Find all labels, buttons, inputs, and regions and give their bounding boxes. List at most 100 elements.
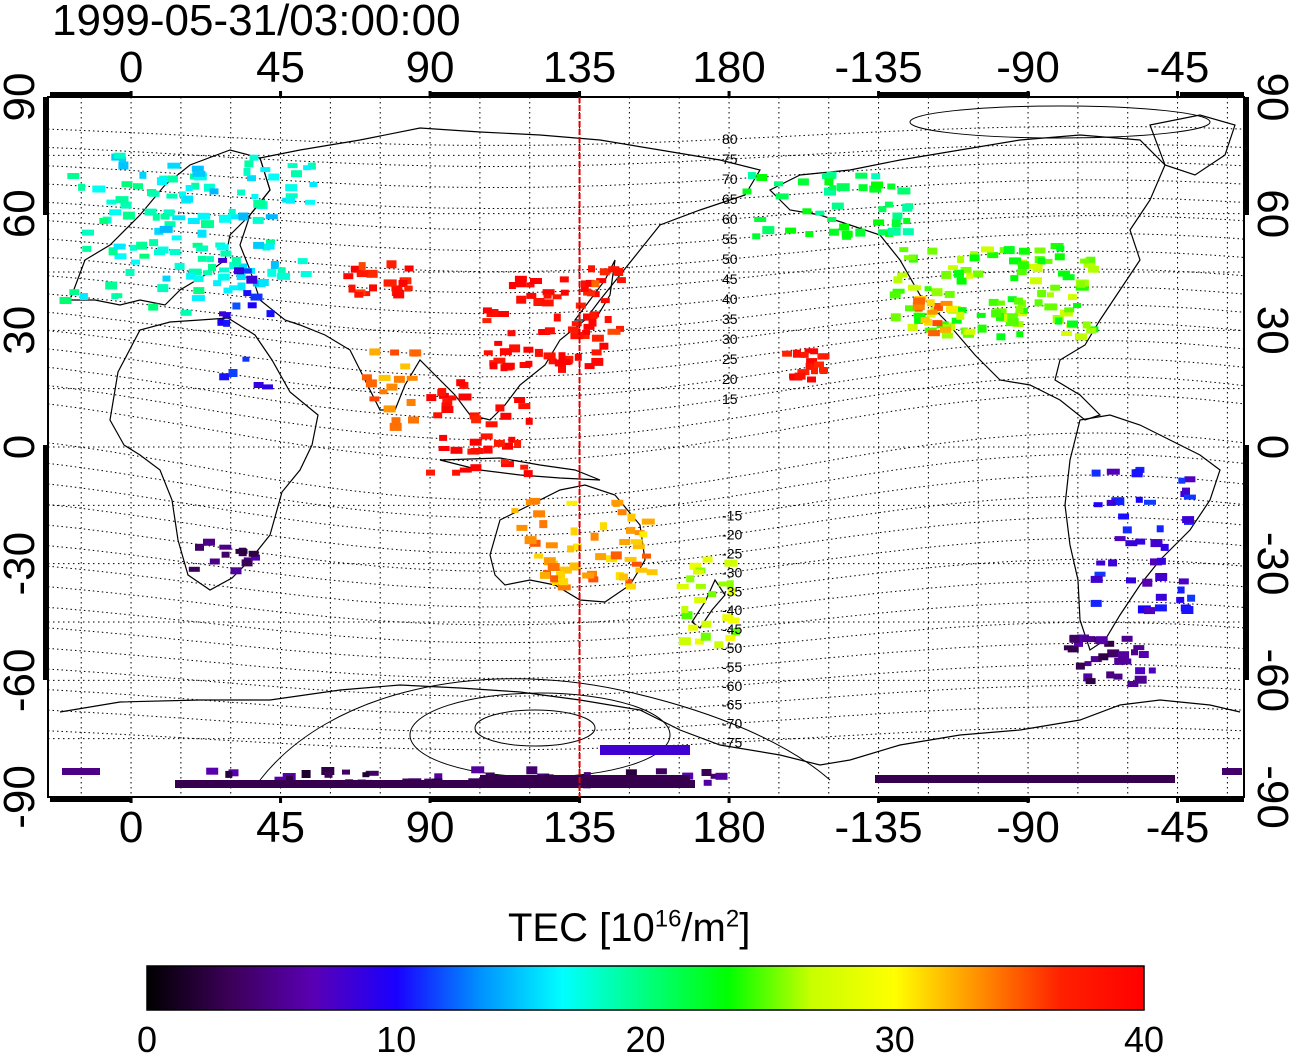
tec-cell bbox=[884, 201, 893, 208]
tec-cell bbox=[559, 566, 572, 574]
tec-cell bbox=[229, 285, 239, 291]
tec-cell bbox=[855, 228, 866, 237]
tec-cell bbox=[560, 289, 569, 296]
tec-cell bbox=[543, 557, 556, 566]
tec-cell bbox=[129, 244, 137, 251]
tec-cell bbox=[533, 510, 546, 518]
tec-cell bbox=[277, 272, 291, 280]
tec-cell bbox=[839, 223, 850, 231]
tec-cell bbox=[480, 433, 493, 440]
tec-cell bbox=[152, 213, 160, 221]
tec-cell bbox=[592, 291, 600, 298]
tec-cell bbox=[903, 255, 916, 261]
tec-cell bbox=[193, 287, 205, 295]
tec-cell bbox=[408, 416, 419, 424]
tec-cell bbox=[197, 212, 210, 220]
contour-label: -75 bbox=[722, 735, 742, 751]
tec-cell bbox=[1093, 502, 1103, 508]
tec-cell bbox=[831, 202, 844, 210]
tec-cell bbox=[471, 766, 485, 774]
tec-cell bbox=[305, 199, 315, 205]
tec-cell bbox=[250, 293, 263, 301]
tec-cell bbox=[228, 208, 236, 215]
tec-cell bbox=[625, 583, 636, 590]
tec-cell bbox=[136, 241, 148, 250]
tec-cell bbox=[191, 165, 204, 172]
tec-cell bbox=[223, 287, 233, 294]
tec-cell bbox=[159, 225, 173, 233]
tec-cell bbox=[1156, 525, 1164, 533]
tec-cell bbox=[1181, 606, 1194, 614]
tec-cell bbox=[708, 591, 717, 598]
tec-cell bbox=[369, 284, 377, 292]
left-latitude-label: 90 bbox=[0, 73, 44, 122]
tec-cell bbox=[811, 366, 818, 375]
tec-cell bbox=[262, 384, 273, 390]
tec-cell bbox=[616, 277, 626, 284]
tec-cell bbox=[208, 264, 216, 271]
frame-band-bottom bbox=[50, 797, 130, 802]
tec-cell bbox=[940, 300, 953, 306]
tec-cell bbox=[393, 290, 405, 299]
tec-cell bbox=[389, 422, 402, 431]
tec-cell bbox=[599, 342, 609, 350]
tec-cell bbox=[927, 330, 940, 337]
top-longitude-label: 180 bbox=[692, 43, 765, 92]
left-latitude-label: 60 bbox=[0, 189, 44, 238]
tec-cell bbox=[249, 154, 259, 161]
tec-cell bbox=[1160, 543, 1169, 551]
contour-label: -40 bbox=[722, 602, 742, 618]
tec-cell bbox=[1062, 274, 1075, 281]
tec-cell bbox=[1010, 275, 1019, 282]
tec-cell bbox=[79, 293, 88, 300]
tec-cell bbox=[617, 509, 627, 516]
frame-band-bottom bbox=[1180, 797, 1244, 802]
tec-cell bbox=[912, 302, 925, 311]
tec-cell bbox=[591, 280, 600, 288]
contour-line bbox=[47, 233, 1245, 273]
colorbar-gradient bbox=[146, 965, 1145, 1011]
tec-cell bbox=[754, 217, 767, 222]
tec-cell bbox=[122, 211, 135, 220]
tec-cell bbox=[871, 173, 881, 180]
tec-cell bbox=[493, 357, 506, 364]
tec-cell bbox=[441, 406, 454, 413]
tec-cell bbox=[550, 575, 559, 583]
tec-cell bbox=[258, 279, 269, 286]
tec-cell bbox=[580, 287, 589, 292]
tec-cell bbox=[174, 262, 185, 270]
tec-cell bbox=[1178, 578, 1189, 585]
tec-cell bbox=[996, 300, 1005, 306]
tec-cell bbox=[196, 245, 209, 252]
tec-cell bbox=[814, 361, 824, 368]
tec-cell bbox=[386, 260, 397, 269]
tec-cell bbox=[913, 312, 926, 318]
tec-cell bbox=[1059, 309, 1073, 317]
tec-cell bbox=[1055, 317, 1063, 325]
top-longitude-label: -45 bbox=[1146, 43, 1210, 92]
tec-cell bbox=[228, 769, 239, 777]
tec-cell bbox=[1131, 649, 1138, 656]
tec-cell bbox=[235, 548, 248, 554]
tec-cell bbox=[482, 307, 492, 314]
tec-cell bbox=[1083, 262, 1096, 268]
tec-cell bbox=[157, 284, 169, 293]
tec-cell bbox=[947, 265, 958, 271]
tec-cell bbox=[348, 284, 356, 293]
tec-cell bbox=[519, 362, 531, 368]
tec-cell bbox=[1138, 651, 1149, 658]
tec-cell bbox=[197, 229, 207, 238]
tec-cell bbox=[1155, 593, 1167, 601]
tec-cell bbox=[221, 551, 230, 558]
tec-cell bbox=[439, 434, 448, 441]
tec-cell bbox=[218, 257, 228, 263]
tec-cell bbox=[570, 332, 584, 340]
contour-label: 80 bbox=[722, 131, 738, 147]
tec-cell bbox=[569, 562, 581, 571]
tec-cell bbox=[192, 242, 203, 248]
tec-cell bbox=[247, 175, 256, 182]
tec-cell bbox=[149, 239, 159, 247]
tec-cell bbox=[386, 383, 398, 391]
tec-cell bbox=[539, 520, 548, 529]
contour-line bbox=[47, 161, 1245, 188]
